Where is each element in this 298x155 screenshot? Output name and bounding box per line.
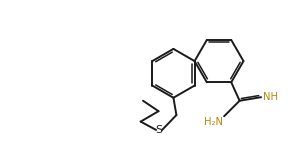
- Text: S: S: [156, 125, 163, 135]
- Text: H₂N: H₂N: [204, 117, 223, 127]
- Text: NH: NH: [263, 92, 278, 102]
